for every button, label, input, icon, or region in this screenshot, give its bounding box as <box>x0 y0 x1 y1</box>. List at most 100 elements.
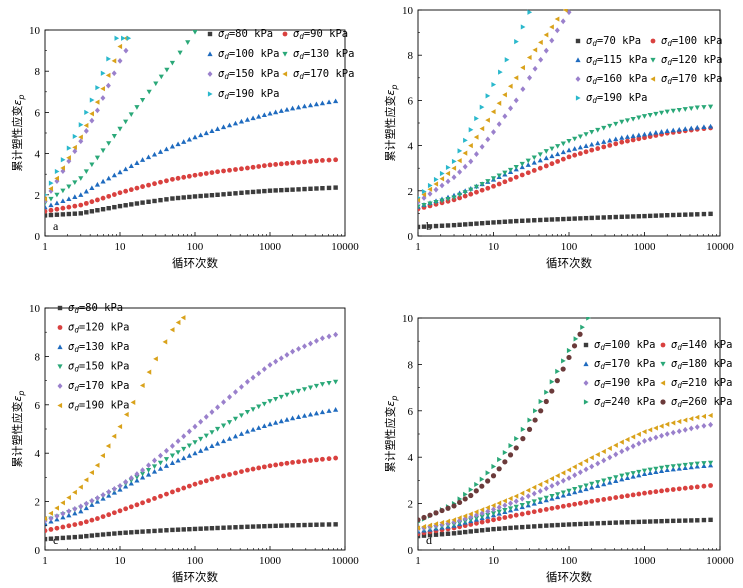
data-point <box>578 521 583 527</box>
data-point <box>473 184 480 190</box>
data-point <box>313 101 320 107</box>
data-point <box>601 497 607 502</box>
data-point <box>181 139 187 144</box>
data-point <box>549 24 554 30</box>
legend-item: σd=90 kPa <box>282 28 348 41</box>
data-point <box>181 174 187 180</box>
data-point <box>164 528 169 533</box>
data-point <box>670 464 676 469</box>
legend-label: σd=170 kPa <box>68 380 129 393</box>
data-point <box>209 526 215 531</box>
data-point <box>227 525 232 530</box>
data-point <box>278 108 284 113</box>
data-point <box>170 176 175 182</box>
data-point <box>468 522 474 527</box>
data-point <box>549 505 555 511</box>
data-point <box>215 475 220 480</box>
data-point <box>146 529 151 534</box>
data-point <box>613 141 619 147</box>
legend-item: σd=160 kPa <box>575 73 647 86</box>
data-point <box>490 511 497 516</box>
data-point <box>139 474 146 480</box>
data-point <box>226 420 233 425</box>
data-point <box>83 188 89 194</box>
data-point <box>485 117 490 123</box>
data-point <box>589 129 595 135</box>
data-point <box>290 523 295 528</box>
data-point <box>577 469 583 476</box>
data-point <box>583 466 589 473</box>
data-point <box>502 170 508 176</box>
data-point <box>72 505 78 512</box>
data-point <box>78 192 84 197</box>
series-7 <box>45 35 132 197</box>
data-point <box>72 203 78 209</box>
data-point <box>233 470 238 476</box>
data-point <box>468 511 473 517</box>
data-point <box>676 126 682 132</box>
data-point <box>566 491 572 496</box>
data-point <box>445 518 451 524</box>
data-point <box>106 531 111 537</box>
data-point <box>502 113 508 120</box>
data-point <box>95 208 100 213</box>
data-point <box>100 178 106 184</box>
data-point <box>198 418 204 425</box>
data-point <box>485 508 491 515</box>
svg-text:累计塑性应变εp: 累计塑性应变εp <box>383 395 399 472</box>
data-point <box>607 215 612 220</box>
data-point <box>445 170 451 177</box>
data-point <box>479 104 485 110</box>
data-layer <box>418 9 714 230</box>
data-point <box>479 143 485 150</box>
data-point <box>111 70 117 77</box>
data-point <box>694 414 700 420</box>
data-point <box>261 401 267 407</box>
data-point <box>485 93 491 99</box>
data-point <box>514 436 519 442</box>
data-point <box>520 24 526 30</box>
data-point <box>100 195 106 201</box>
data-point <box>566 467 572 473</box>
data-point <box>549 379 555 385</box>
data-point <box>519 161 525 167</box>
data-point <box>152 198 157 204</box>
data-point <box>209 443 215 449</box>
legend-label: σd=115 kPa <box>586 54 647 67</box>
data-point <box>164 197 169 202</box>
data-point <box>256 164 262 169</box>
data-point <box>538 217 543 223</box>
data-point <box>519 495 525 502</box>
data-point <box>630 434 636 440</box>
data-point <box>677 518 682 523</box>
data-point <box>181 455 187 461</box>
data-point <box>457 530 462 535</box>
data-point <box>601 215 606 220</box>
data-point <box>290 348 296 355</box>
data-point <box>519 511 525 517</box>
data-point <box>239 190 244 196</box>
data-point <box>520 426 526 432</box>
data-point <box>319 382 326 387</box>
data-point <box>555 217 560 222</box>
legend-item: σd=100 kPa <box>583 339 655 352</box>
data-point <box>157 460 164 466</box>
data-point <box>54 168 60 175</box>
data-point <box>66 155 71 161</box>
data-point <box>333 379 339 385</box>
data-point <box>589 141 595 147</box>
data-point <box>117 169 123 175</box>
data-point <box>688 462 694 467</box>
data-point <box>549 483 555 489</box>
y-axis-label: 累计塑性应变εp <box>10 94 26 171</box>
data-point <box>555 144 561 149</box>
legend-label: σd=180 kPa <box>671 358 732 371</box>
data-point <box>676 465 682 471</box>
data-point <box>66 184 72 190</box>
data-point <box>583 215 589 221</box>
data-point <box>66 508 72 515</box>
data-point <box>233 167 238 172</box>
data-point <box>256 189 261 194</box>
legend-item: σd=120 kPa <box>650 54 722 67</box>
series-2 <box>45 455 339 534</box>
